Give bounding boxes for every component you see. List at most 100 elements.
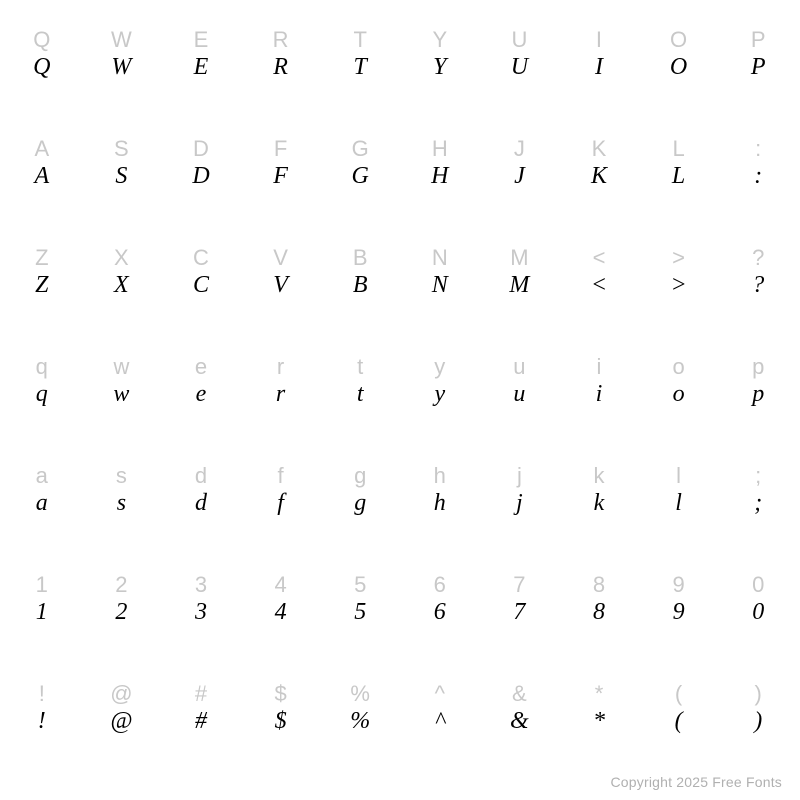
sample-glyph: C [193, 273, 209, 297]
sample-glyph: A [34, 164, 49, 188]
glyph-cell: AA [2, 109, 82, 218]
reference-glyph: p [752, 356, 764, 378]
reference-glyph: & [512, 683, 527, 705]
reference-glyph: o [672, 356, 684, 378]
sample-glyph: g [354, 491, 366, 515]
glyph-cell: JJ [480, 109, 560, 218]
glyph-cell: ii [559, 327, 639, 436]
sample-glyph: e [196, 382, 207, 406]
glyph-cell: DD [161, 109, 241, 218]
reference-glyph: % [350, 683, 370, 705]
glyph-cell: 55 [320, 546, 400, 655]
sample-glyph: $ [275, 709, 287, 733]
sample-glyph: w [113, 382, 129, 406]
glyph-cell: !! [2, 655, 82, 764]
reference-glyph: R [273, 29, 289, 51]
glyph-cell: ## [161, 655, 241, 764]
reference-glyph: K [592, 138, 607, 160]
reference-glyph: 4 [274, 574, 286, 596]
glyph-cell: LL [639, 109, 719, 218]
reference-glyph: t [357, 356, 363, 378]
sample-glyph: f [277, 491, 284, 515]
glyph-cell: 77 [480, 546, 560, 655]
sample-glyph: ) [754, 709, 762, 733]
sample-glyph: i [596, 382, 603, 406]
sample-glyph: a [36, 491, 48, 515]
reference-glyph: ? [752, 247, 764, 269]
glyph-cell: uu [480, 327, 560, 436]
reference-glyph: G [352, 138, 369, 160]
reference-glyph: P [751, 29, 766, 51]
sample-glyph: H [431, 164, 448, 188]
sample-glyph: Q [33, 55, 50, 79]
reference-glyph: @ [110, 683, 132, 705]
reference-glyph: * [595, 683, 604, 705]
sample-glyph: 3 [195, 600, 207, 624]
glyph-cell: && [480, 655, 560, 764]
reference-glyph: # [195, 683, 207, 705]
sample-glyph: P [751, 55, 766, 79]
reference-glyph: u [513, 356, 525, 378]
reference-glyph: 5 [354, 574, 366, 596]
reference-glyph: k [593, 465, 604, 487]
glyph-cell: :: [718, 109, 798, 218]
sample-glyph: D [192, 164, 209, 188]
reference-glyph: $ [274, 683, 286, 705]
reference-glyph: M [510, 247, 528, 269]
reference-glyph: w [113, 356, 129, 378]
glyph-cell: 88 [559, 546, 639, 655]
reference-glyph: L [672, 138, 684, 160]
sample-glyph: @ [110, 709, 132, 733]
footer-copyright: Copyright 2025 Free Fonts [610, 774, 782, 790]
glyph-cell: ?? [718, 218, 798, 327]
sample-glyph: O [670, 55, 687, 79]
reference-glyph: A [34, 138, 49, 160]
glyph-cell: << [559, 218, 639, 327]
glyph-cell: )) [718, 655, 798, 764]
glyph-cell: UU [480, 0, 560, 109]
sample-glyph: d [195, 491, 207, 515]
sample-glyph: s [117, 491, 126, 515]
glyph-cell: ZZ [2, 218, 82, 327]
reference-glyph: ) [755, 683, 762, 705]
reference-glyph: j [517, 465, 522, 487]
sample-glyph: 2 [115, 600, 127, 624]
glyph-cell: gg [320, 437, 400, 546]
glyph-cell: 33 [161, 546, 241, 655]
sample-glyph: y [434, 382, 445, 406]
sample-glyph: 8 [593, 600, 605, 624]
glyph-cell: @@ [82, 655, 162, 764]
reference-glyph: E [194, 29, 209, 51]
glyph-cell: MM [480, 218, 560, 327]
reference-glyph: h [434, 465, 446, 487]
reference-glyph: J [514, 138, 525, 160]
reference-glyph: H [432, 138, 448, 160]
sample-glyph: B [353, 273, 368, 297]
sample-glyph: 4 [275, 600, 287, 624]
sample-glyph: ^ [435, 709, 445, 733]
glyph-cell: ;; [718, 437, 798, 546]
glyph-cell: rr [241, 327, 321, 436]
glyph-cell: pp [718, 327, 798, 436]
sample-glyph: Z [35, 273, 48, 297]
sample-glyph: K [591, 164, 607, 188]
glyph-cell: HH [400, 109, 480, 218]
sample-glyph: p [752, 382, 764, 406]
glyph-cell: PP [718, 0, 798, 109]
glyph-cell: QQ [2, 0, 82, 109]
reference-glyph: ; [755, 465, 761, 487]
reference-glyph: 8 [593, 574, 605, 596]
sample-glyph: G [352, 164, 369, 188]
sample-glyph: r [276, 382, 285, 406]
reference-glyph: s [116, 465, 127, 487]
reference-glyph: O [670, 29, 687, 51]
sample-glyph: > [670, 273, 686, 297]
sample-glyph: ; [754, 491, 762, 515]
sample-glyph: j [516, 491, 523, 515]
sample-glyph: : [754, 164, 762, 188]
glyph-cell: RR [241, 0, 321, 109]
reference-glyph: 6 [434, 574, 446, 596]
reference-glyph: a [36, 465, 48, 487]
reference-glyph: : [755, 138, 761, 160]
glyph-cell: hh [400, 437, 480, 546]
